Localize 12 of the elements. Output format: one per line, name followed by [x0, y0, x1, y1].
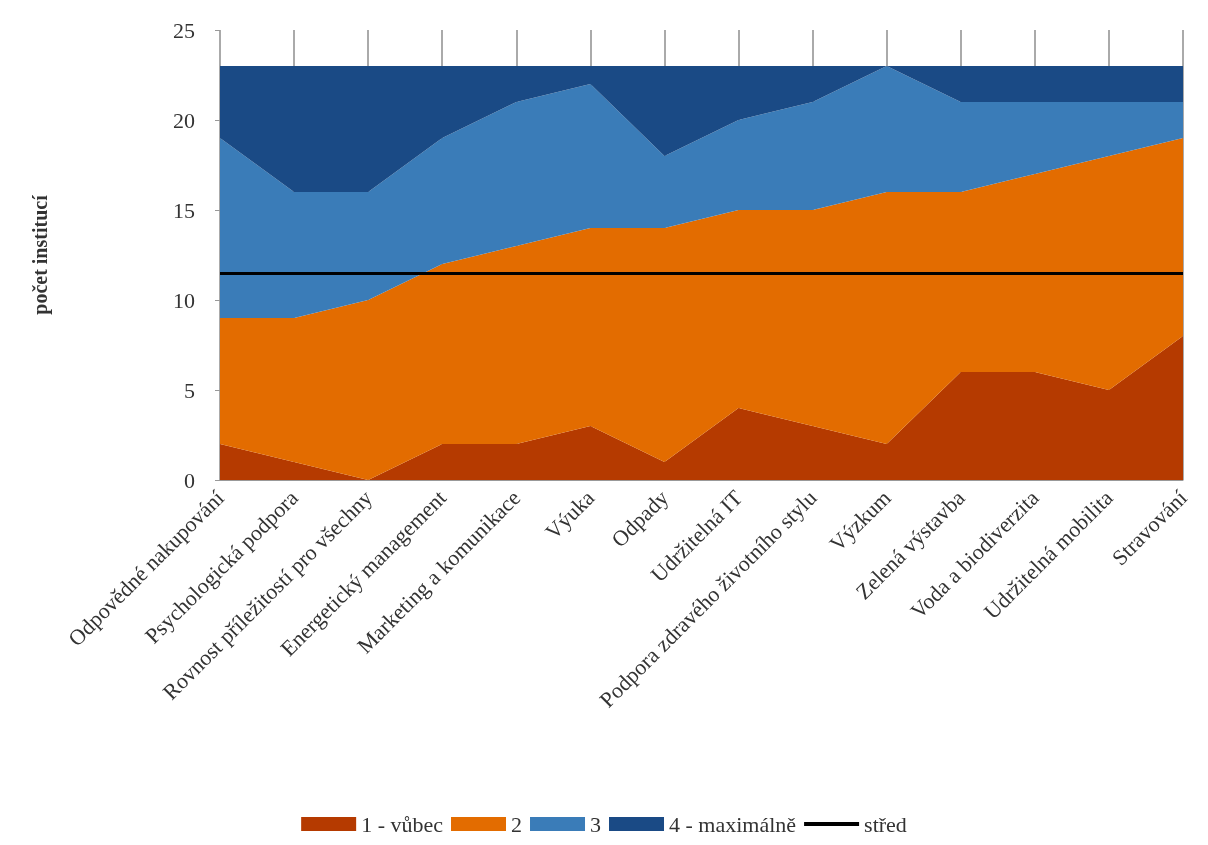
y-tick-label: 15	[173, 197, 195, 223]
y-tick-label: 0	[184, 467, 195, 493]
y-tick-label: 5	[184, 377, 195, 403]
legend-label: 2	[511, 811, 523, 837]
legend-label: 1 - vůbec	[361, 811, 444, 837]
legend-label: 4 - maximálně	[669, 811, 797, 837]
legend-label: střed	[864, 811, 907, 837]
y-tick-label: 10	[173, 287, 195, 313]
y-tick-label: 20	[173, 107, 195, 133]
legend-label: 3	[590, 811, 602, 837]
y-axis-title: počet institucí	[29, 194, 52, 315]
y-tick-label: 25	[173, 17, 195, 43]
